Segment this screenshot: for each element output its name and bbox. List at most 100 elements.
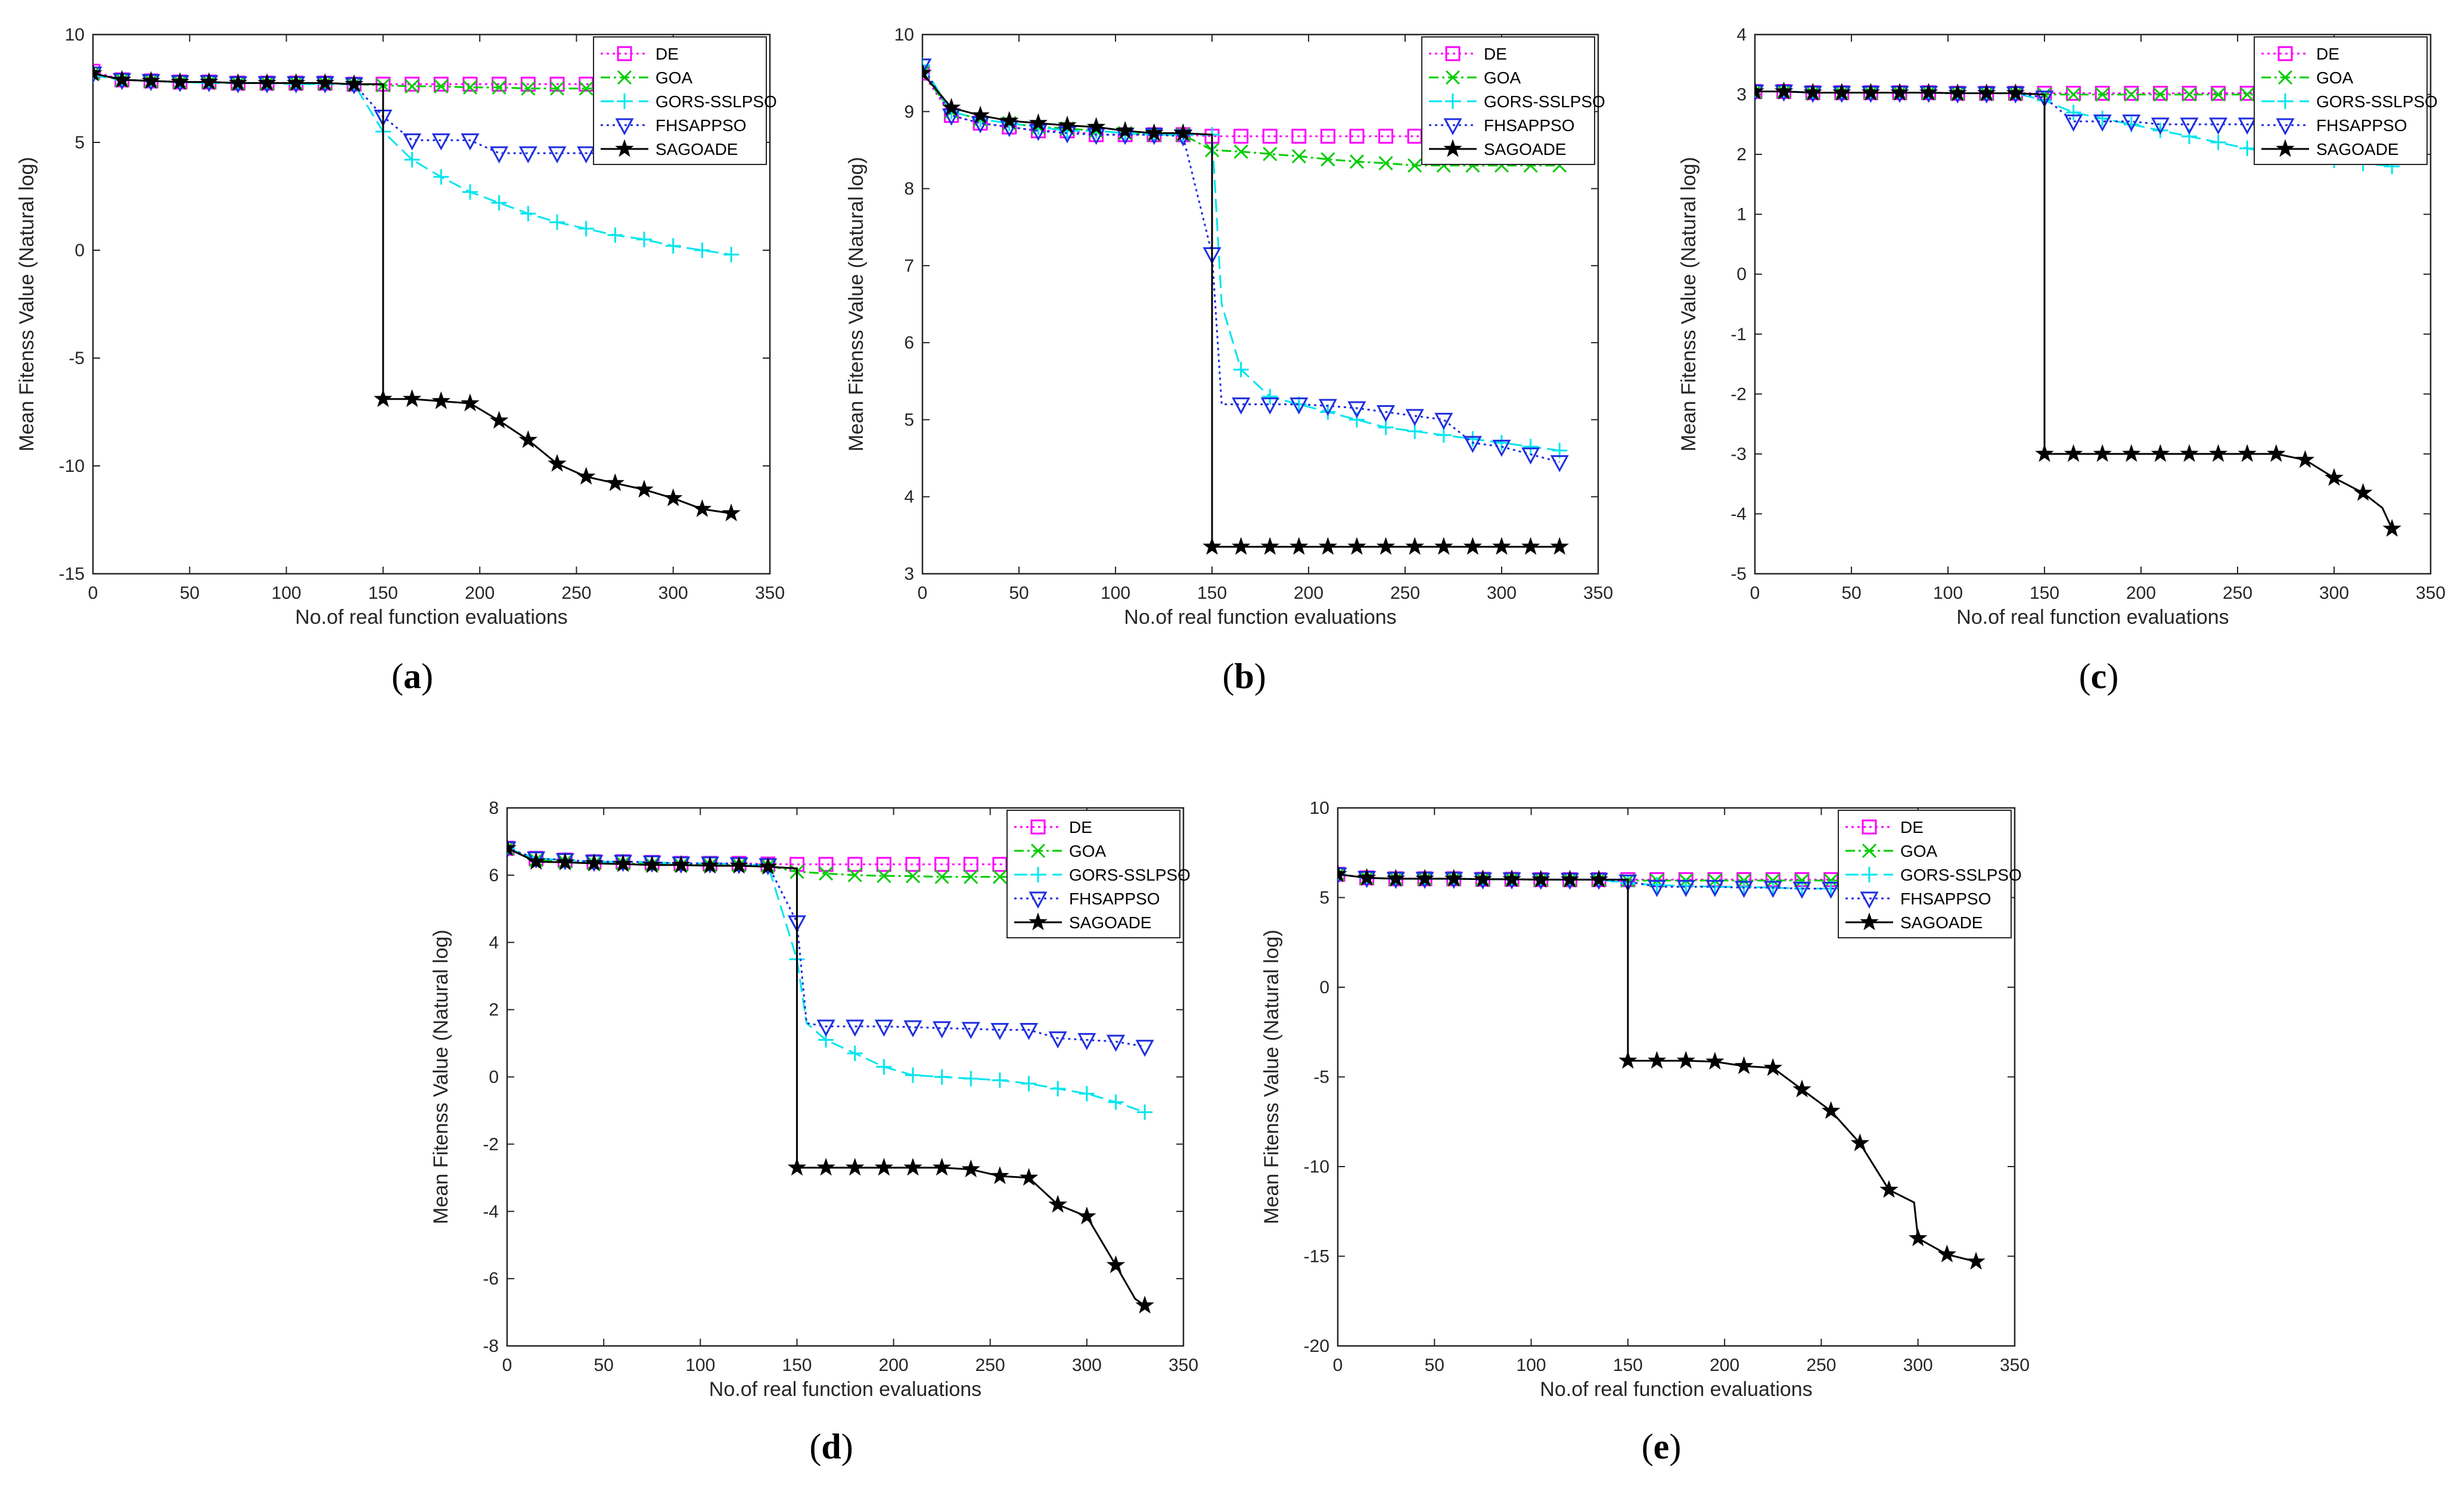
panel-d-point-gors-sslpso xyxy=(905,1067,921,1083)
panel-c-point-fhsappso xyxy=(2093,114,2112,132)
panel-b-x-tick-label: 0 xyxy=(918,583,928,603)
panel-d-point-sagoade xyxy=(507,838,517,857)
panel-b-y-tick-label: 5 xyxy=(904,410,914,430)
panel-a-point-sagoade xyxy=(170,72,189,91)
panel-e-point-fhsappso xyxy=(1792,881,1812,899)
panel-a-point-fhsappso xyxy=(490,146,509,164)
panel-e-point-fhsappso xyxy=(1705,879,1725,897)
panel-e-point-sagoade xyxy=(1821,1101,1841,1119)
panel-a-point-fhsappso xyxy=(577,146,596,164)
panel-a-caption: (a) xyxy=(391,657,433,696)
panel-b-legend-marker-fhsappso xyxy=(1443,118,1462,136)
panel-d-point-sagoade xyxy=(990,1166,1009,1184)
panel-c: 0 50 100 150 200 250 300 350 -5 -4 -3 -2 -1 0 1 2 3 4 No.o… xyxy=(1677,25,2446,696)
panel-c-point-goa xyxy=(2211,87,2226,102)
panel-b-point-sagoade xyxy=(1376,537,1396,555)
panel-a-legend-marker-de xyxy=(617,46,632,61)
panel-b-point-sagoade xyxy=(1260,537,1279,555)
panel-b-point-goa xyxy=(1233,144,1248,159)
panel-b-x-tick-label: 50 xyxy=(1009,583,1029,603)
panel-d-y-tick-label: 6 xyxy=(489,866,499,885)
panel-d-point-sagoade xyxy=(642,855,661,873)
panel-c-y-tick-label: -2 xyxy=(1730,384,1747,404)
panel-b-point-fhsappso xyxy=(1550,455,1569,472)
panel-c-legend-marker-fhsappso xyxy=(2276,118,2295,136)
panel-b-point-gors-sslpso xyxy=(1435,427,1452,443)
panel-d-x-tick-label: 300 xyxy=(1072,1355,1102,1375)
panel-b-legend-marker-goa xyxy=(1445,70,1461,85)
panel-e-x-tick-label: 300 xyxy=(1903,1355,1933,1375)
panel-e-legend-label-gors-sslpso: GORS-SSLPSO xyxy=(1900,866,2022,884)
panel-c-y-axis-label: Mean Fitenss Value (Natural log) xyxy=(1677,157,1700,451)
panel-b-point-sagoade xyxy=(1492,537,1511,555)
panel-a-point-sagoade xyxy=(287,73,306,91)
panel-d-point-goa xyxy=(905,869,921,884)
panel-c-point-sagoade xyxy=(1861,82,1881,101)
panel-b-point-fhsappso xyxy=(1318,399,1337,416)
panel-e-point-goa xyxy=(1794,873,1810,888)
panel-c-point-sagoade xyxy=(2151,444,2170,462)
panel-b-legend-label-sagoade: SAGOADE xyxy=(1484,140,1566,158)
panel-d-x-tick-label: 100 xyxy=(685,1355,715,1375)
panel-b-point-gors-sslpso xyxy=(1320,404,1336,420)
panel-a: 0 50 100 150 200 250 300 350 -15 -10 -5 0 5 10 No.of r… xyxy=(15,25,785,696)
panel-a-point-sagoade xyxy=(141,71,161,89)
panel-e-point-fhsappso xyxy=(1763,881,1782,898)
panel-d-point-sagoade xyxy=(585,853,604,872)
panel-c-x-tick-label: 250 xyxy=(2223,583,2252,603)
panel-c-y-tick-label: 3 xyxy=(1736,85,1747,105)
panel-c-series-sagoade xyxy=(1755,81,2401,537)
panel-c-x-tick-label: 200 xyxy=(2126,583,2156,603)
panel-d-point-sagoade xyxy=(613,854,633,872)
panel-d-y-tick-label: 0 xyxy=(489,1068,499,1087)
panel-a-point-sagoade xyxy=(200,72,219,91)
panel-b-point-fhsappso xyxy=(1492,440,1511,457)
panel-e-y-tick-label: 0 xyxy=(1319,978,1329,997)
panel-a-point-fhsappso xyxy=(518,146,537,164)
panel-d-point-gors-sslpso xyxy=(992,1072,1008,1089)
panel-a-x-tick-label: 250 xyxy=(561,583,591,603)
panel-a-point-goa xyxy=(549,81,565,96)
panel-a-point-fhsappso xyxy=(431,133,450,151)
panel-d-y-tick-label: 8 xyxy=(489,798,499,818)
panel-a-point-gors-sslpso xyxy=(665,238,681,254)
panel-d-point-fhsappso xyxy=(1077,1033,1096,1050)
panel-b-point-gors-sslpso xyxy=(1522,439,1539,455)
panel-c-point-fhsappso xyxy=(2151,117,2170,135)
panel-d-legend: DE GOA GORS-SSLPSO FHSAPPSO SAGOADE xyxy=(1006,810,1191,938)
panel-a-point-sagoade xyxy=(93,63,102,82)
panel-b-legend-marker-de xyxy=(1445,46,1461,61)
panel-a-point-de xyxy=(462,76,478,92)
panel-d-x-tick-label: 200 xyxy=(879,1355,909,1375)
panel-a-point-gors-sslpso xyxy=(549,214,565,230)
panel-a-x-tick-label: 150 xyxy=(368,583,398,603)
panel-d-series-line-fhsappso xyxy=(507,847,1145,1048)
panel-d-point-sagoade xyxy=(1077,1206,1096,1225)
panel-e-legend-label-de: DE xyxy=(1900,818,1924,836)
panel-a-x-tick-label: 300 xyxy=(658,583,688,603)
panel-c-point-fhsappso xyxy=(2238,117,2257,135)
panel-b-point-gors-sslpso xyxy=(1407,423,1423,439)
panel-d-y-axis-label: Mean Fitenss Value (Natural log) xyxy=(430,929,452,1224)
panel-a-legend: DE GOA GORS-SSLPSO FHSAPPSO SAGOADE xyxy=(593,36,777,165)
panel-a-y-axis-label: Mean Fitenss Value (Natural log) xyxy=(15,157,38,451)
panel-a-x-axis-label: No.of real function evaluations xyxy=(295,606,567,629)
panel-b-point-gors-sslpso xyxy=(1349,412,1365,428)
panel-c-point-sagoade xyxy=(1755,81,1764,99)
panel-b-point-sagoade xyxy=(1000,111,1019,129)
panel-a-point-gors-sslpso xyxy=(636,231,652,247)
panel-d-caption: (d) xyxy=(809,1427,853,1466)
panel-c-point-fhsappso xyxy=(2035,91,2054,108)
panel-e-legend-label-fhsappso: FHSAPPSO xyxy=(1900,890,1991,908)
panel-d-y-tick-label: -4 xyxy=(483,1202,499,1221)
panel-d-point-goa xyxy=(934,869,949,884)
panel-b-legend-marker-gors-sslpso xyxy=(1445,94,1461,109)
panel-e-point-fhsappso xyxy=(1618,874,1638,892)
panel-b-point-de xyxy=(1262,129,1278,144)
panel-e-point-sagoade xyxy=(1647,1050,1667,1069)
panel-b-x-tick-label: 350 xyxy=(1583,583,1613,603)
panel-c-legend-label-sagoade: SAGOADE xyxy=(2316,140,2398,158)
panel-e-point-sagoade xyxy=(1531,869,1551,888)
panel-a-point-fhsappso xyxy=(548,146,567,164)
panel-c-point-fhsappso xyxy=(2122,114,2141,132)
